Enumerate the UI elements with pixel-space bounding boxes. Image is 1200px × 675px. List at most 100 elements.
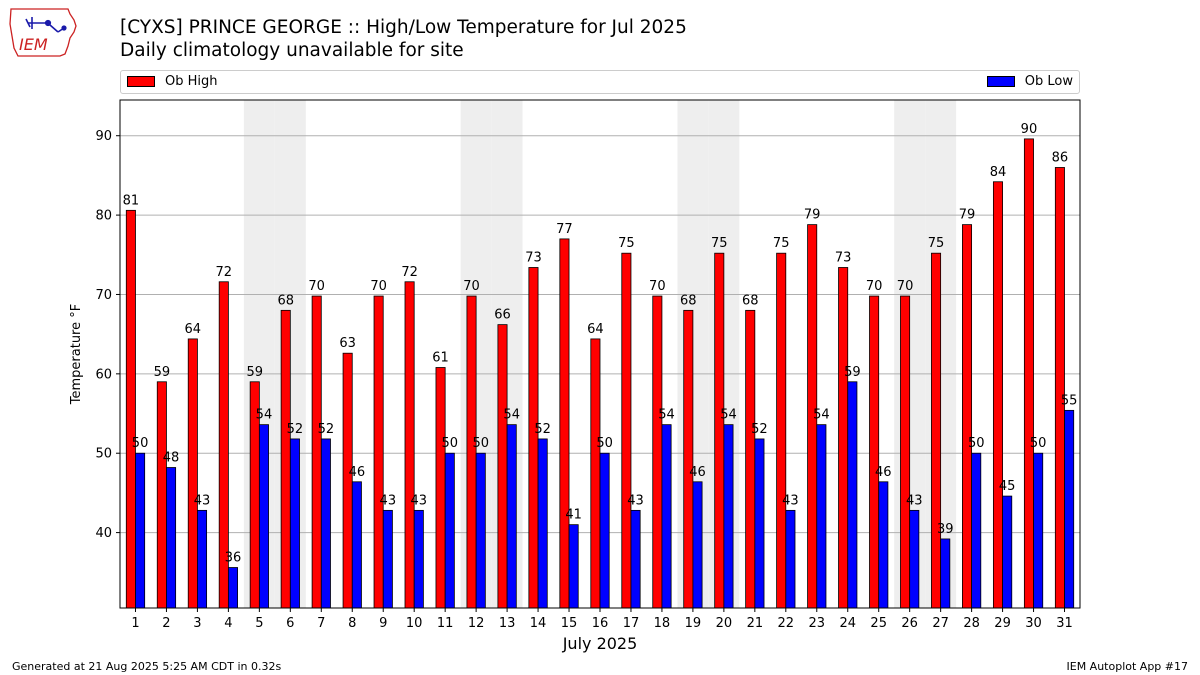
legend-label-low: Ob Low <box>1024 74 1073 89</box>
x-tick-label: 25 <box>870 616 887 631</box>
value-label-low: 43 <box>411 493 428 508</box>
value-label-low: 52 <box>534 422 551 437</box>
bar-low <box>1033 452 1044 609</box>
bar-high <box>900 295 911 609</box>
value-label-low: 43 <box>380 493 397 508</box>
legend-swatch-high <box>127 76 155 87</box>
x-tick-label: 10 <box>406 616 423 631</box>
x-tick-label: 7 <box>317 616 325 631</box>
bar-high <box>714 252 725 609</box>
x-tick-label: 14 <box>530 616 547 631</box>
footer-app: IEM Autoplot App #17 <box>1066 660 1189 673</box>
value-label-high: 68 <box>680 293 697 308</box>
bar-low <box>258 424 269 609</box>
value-label-high: 59 <box>246 365 263 380</box>
bar-low <box>568 524 579 609</box>
value-label-low: 48 <box>163 451 180 466</box>
value-label-high: 66 <box>494 308 511 323</box>
value-label-low: 55 <box>1061 393 1078 408</box>
x-tick-label: 16 <box>592 616 609 631</box>
x-tick-label: 19 <box>685 616 702 631</box>
value-label-low: 41 <box>565 508 582 523</box>
x-tick-label: 2 <box>162 616 170 631</box>
y-tick-label: 50 <box>95 447 112 462</box>
value-label-high: 75 <box>773 236 790 251</box>
value-label-low: 50 <box>1030 436 1047 451</box>
bar-high <box>373 295 384 609</box>
value-label-low: 46 <box>689 465 706 480</box>
legend-swatch-low <box>986 76 1015 87</box>
x-axis-label: July 2025 <box>562 634 638 653</box>
value-label-low: 36 <box>225 551 242 566</box>
bar-low <box>413 509 424 609</box>
x-tick-label: 18 <box>654 616 671 631</box>
footer-generated: Generated at 21 Aug 2025 5:25 AM CDT in … <box>12 660 282 673</box>
x-tick-label: 29 <box>994 616 1011 631</box>
value-label-low: 54 <box>503 408 520 423</box>
bar-high <box>497 324 508 609</box>
bar-high <box>559 238 570 609</box>
bar-low <box>475 452 486 609</box>
value-label-high: 90 <box>1021 122 1038 137</box>
bar-high <box>621 252 632 609</box>
value-label-low: 54 <box>256 408 273 423</box>
y-tick-label: 70 <box>95 288 112 303</box>
value-label-high: 75 <box>618 236 635 251</box>
bar-low <box>847 381 858 609</box>
bar-high <box>404 281 415 609</box>
value-label-high: 70 <box>866 279 883 294</box>
bar-low <box>723 424 734 609</box>
bar-low <box>289 438 300 609</box>
x-tick-label: 22 <box>778 616 795 631</box>
x-tick-label: 8 <box>348 616 356 631</box>
x-tick-label: 6 <box>286 616 294 631</box>
value-label-high: 68 <box>277 293 294 308</box>
logo-text: IEM <box>19 35 48 54</box>
value-label-high: 81 <box>123 193 140 208</box>
value-label-low: 43 <box>194 493 211 508</box>
bar-high <box>745 309 756 609</box>
value-label-low: 52 <box>751 422 768 437</box>
x-tick-label: 9 <box>379 616 387 631</box>
value-label-high: 77 <box>556 222 573 237</box>
value-label-high: 70 <box>649 279 666 294</box>
value-label-high: 68 <box>742 293 759 308</box>
value-label-low: 50 <box>472 436 489 451</box>
value-label-high: 73 <box>835 250 852 265</box>
bar-high <box>1054 167 1065 609</box>
bar-high <box>187 338 198 609</box>
bar-high <box>1023 138 1034 609</box>
legend-item-high: Ob High <box>127 74 218 89</box>
value-label-high: 72 <box>401 265 418 280</box>
value-label-high: 70 <box>370 279 387 294</box>
value-label-high: 86 <box>1052 150 1069 165</box>
x-tick-label: 23 <box>809 616 826 631</box>
x-tick-label: 24 <box>839 616 856 631</box>
bar-low <box>1064 409 1075 609</box>
bar-high <box>931 252 942 609</box>
value-label-high: 73 <box>525 250 542 265</box>
y-tick-label: 60 <box>95 367 112 382</box>
x-tick-label: 28 <box>963 616 980 631</box>
value-label-low: 52 <box>318 422 335 437</box>
x-tick-label: 11 <box>437 616 454 631</box>
x-tick-label: 30 <box>1025 616 1042 631</box>
value-label-low: 43 <box>627 493 644 508</box>
value-label-high: 75 <box>928 236 945 251</box>
y-tick-label: 90 <box>95 129 112 144</box>
bar-high <box>435 367 446 609</box>
x-tick-label: 26 <box>901 616 918 631</box>
bar-low <box>1002 495 1013 609</box>
bar-high <box>280 309 291 609</box>
bar-low <box>692 481 703 609</box>
value-label-low: 54 <box>813 408 830 423</box>
bar-high <box>838 267 849 609</box>
bar-low <box>816 424 827 609</box>
value-label-high: 84 <box>990 165 1007 180</box>
legend-item-low: Ob Low <box>986 74 1073 89</box>
x-tick-label: 21 <box>747 616 764 631</box>
bar-high <box>311 295 322 609</box>
bar-low <box>506 424 517 609</box>
bar-low <box>909 509 920 609</box>
chart-legend: Ob High Ob Low <box>120 70 1080 94</box>
